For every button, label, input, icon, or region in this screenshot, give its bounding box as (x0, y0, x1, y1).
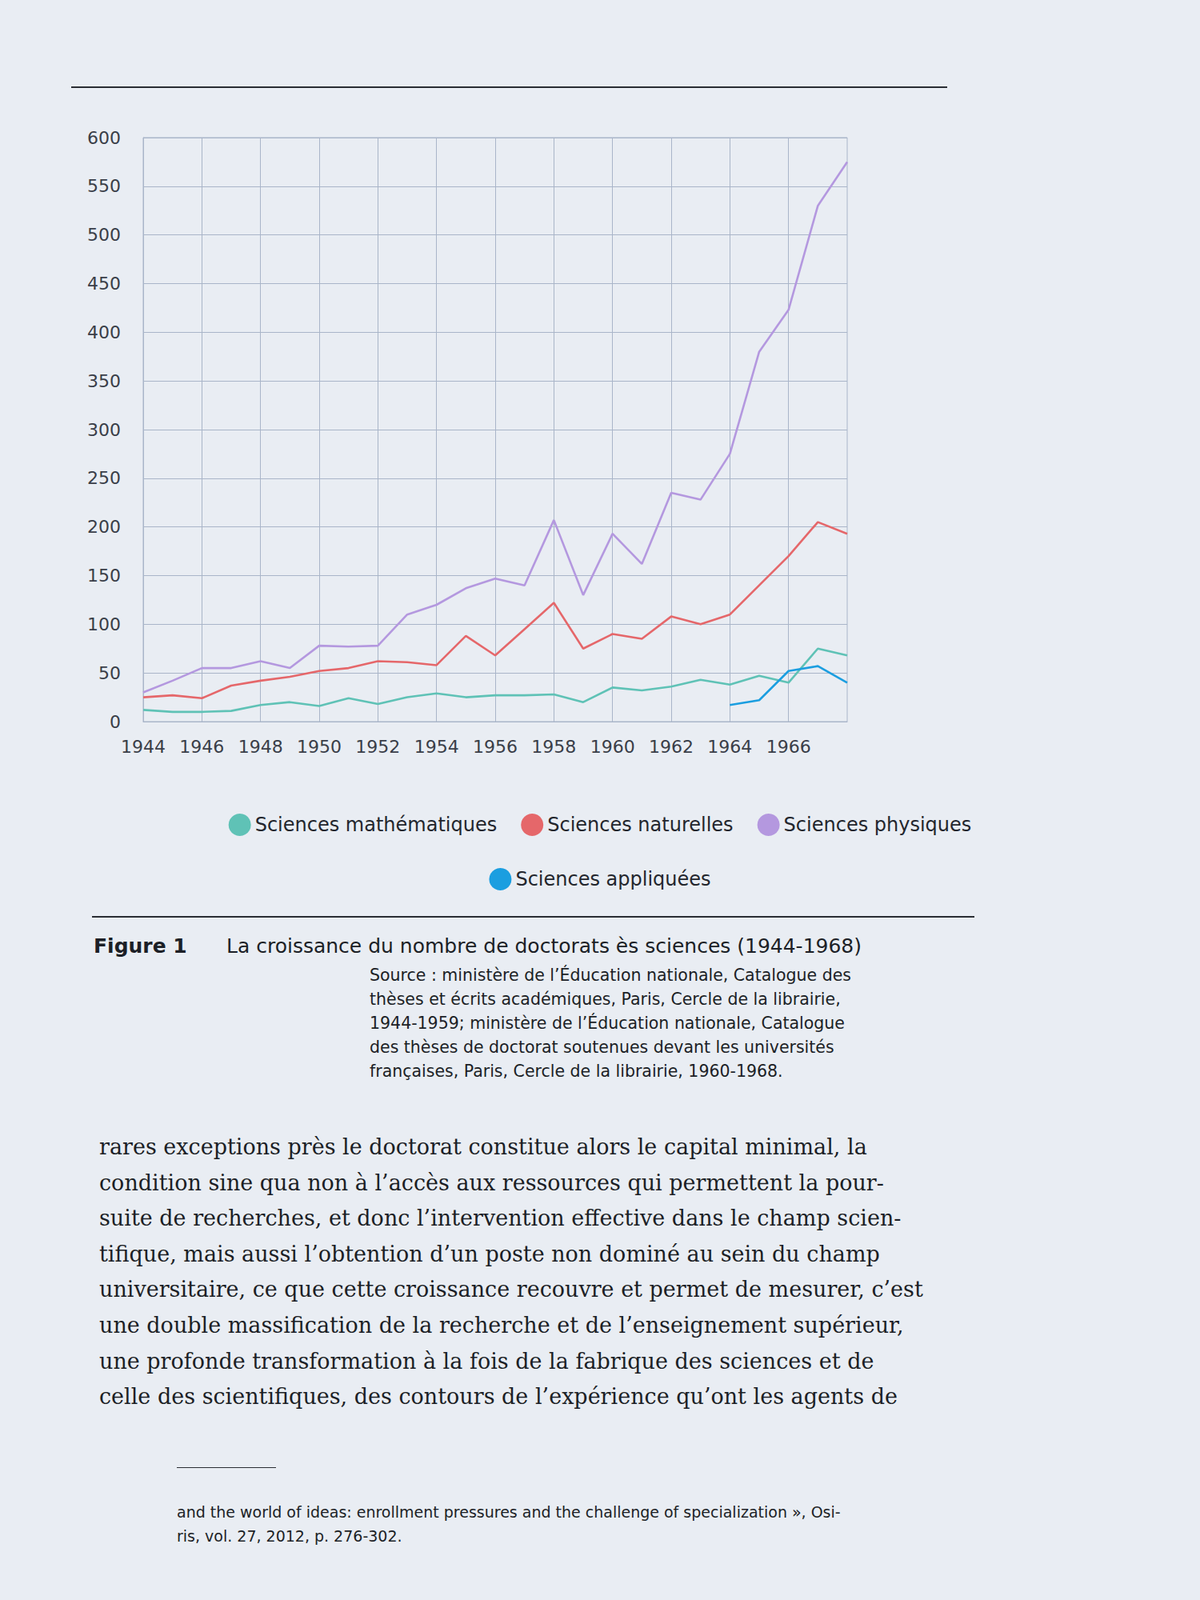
html-text:tifique, mais aussi l’obtentio: tifique, mais aussi l’obtention d’un pos… (99, 1241, 880, 1267)
svg-text:1956: 1956 (472, 736, 518, 757)
svg-text:Sciences naturelles: Sciences naturelles (547, 813, 733, 836)
svg-text:1966: 1966 (766, 736, 812, 757)
html-text:1944-1959; ministère de l’Éduc: 1944-1959; ministère de l’Éducation nati… (369, 1013, 845, 1033)
html-text:suite de recherches, et donc l: suite de recherches, et donc l’intervent… (99, 1205, 902, 1231)
svg-text:500: 500 (87, 224, 121, 245)
html-text:ris, vol. 27, 2012, p. 276-302: ris, vol. 27, 2012, p. 276-302. (176, 1527, 403, 1545)
svg-text:1952: 1952 (355, 736, 400, 757)
svg-text:1950: 1950 (296, 736, 342, 757)
html-text:des thèses de doctorat soutenu: des thèses de doctorat soutenues devant … (369, 1037, 835, 1057)
svg-text:1946: 1946 (179, 736, 224, 757)
svg-text:50: 50 (98, 663, 121, 684)
html-text:une double massification de la: une double massification de la recherche… (99, 1312, 904, 1338)
svg-text:400: 400 (87, 322, 121, 343)
svg-text:1964: 1964 (707, 736, 752, 757)
svg-text:1944: 1944 (120, 736, 166, 757)
svg-text:1958: 1958 (531, 736, 576, 757)
svg-text:150: 150 (87, 565, 121, 586)
svg-text:Sciences appliquées: Sciences appliquées (515, 868, 711, 891)
svg-text:1948: 1948 (238, 736, 284, 757)
svg-text:350: 350 (87, 371, 121, 392)
svg-text:250: 250 (87, 468, 121, 488)
svg-text:1962: 1962 (648, 736, 694, 757)
svg-text:300: 300 (87, 420, 121, 440)
html-text:La croissance du nombre de doc: La croissance du nombre de doctorats ès … (226, 934, 862, 958)
svg-text:450: 450 (87, 273, 121, 294)
svg-text:Sciences physiques: Sciences physiques (784, 813, 972, 836)
svg-text:600: 600 (87, 128, 121, 148)
svg-text:0: 0 (109, 712, 121, 732)
html-text:and the world of ideas: enroll: and the world of ideas: enrollment press… (176, 1503, 841, 1521)
html-text:thèses et écrits académiques,: thèses et écrits académiques, Paris, Cer… (369, 989, 841, 1009)
html-text:françaises, Paris, Cercle de l: françaises, Paris, Cercle de la librairi… (369, 1061, 783, 1081)
svg-text:Sciences mathématiques: Sciences mathématiques (255, 813, 498, 836)
svg-text:200: 200 (87, 516, 121, 537)
html-text:universitaire, ce que cette cr: universitaire, ce que cette croissance r… (99, 1277, 924, 1302)
svg-text:100: 100 (87, 614, 121, 635)
svg-text:1960: 1960 (590, 736, 636, 757)
html-text:Figure 1: Figure 1 (93, 934, 187, 958)
svg-text:550: 550 (87, 176, 121, 196)
html-text:celle des scientifiques, des c: celle des scientifiques, des contours de… (99, 1384, 898, 1409)
svg-text:1954: 1954 (414, 736, 460, 757)
html-text:Source : ministère de l’Éducat: Source : ministère de l’Éducation nation… (369, 965, 852, 985)
html-text:une profonde transformation à: une profonde transformation à la fois de… (99, 1348, 874, 1374)
html-text:condition sine qua non à l’acc: condition sine qua non à l’accès aux res… (99, 1170, 884, 1195)
html-text:rares exceptions près le docto: rares exceptions près le doctorat consti… (99, 1134, 867, 1160)
